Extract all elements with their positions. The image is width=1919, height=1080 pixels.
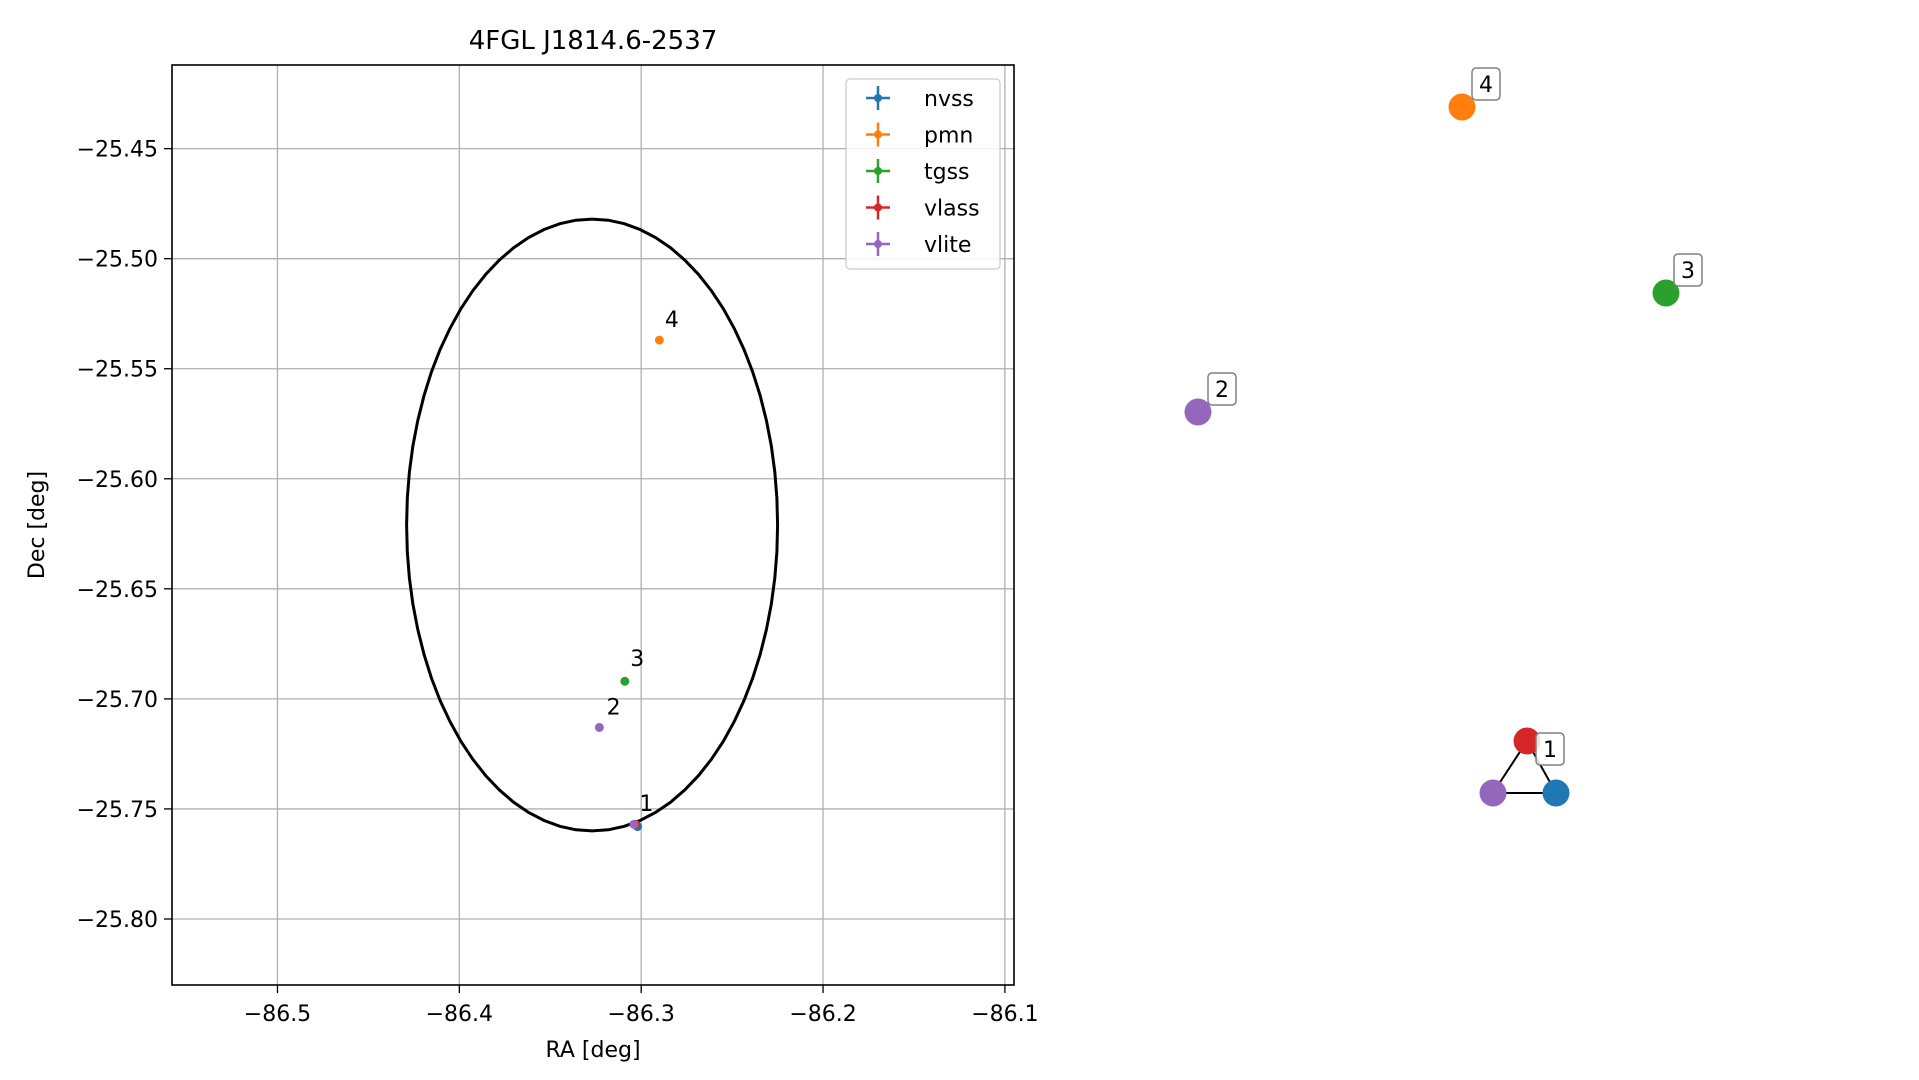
x-axis-label: RA [deg] (545, 1038, 640, 1063)
y-tick-label: −25.80 (77, 908, 158, 933)
y-tick-label: −25.45 (77, 138, 158, 163)
legend-entry-pmn: pmn (866, 122, 973, 149)
legend-label: pmn (924, 124, 973, 149)
y-tick-label: −25.75 (77, 798, 158, 823)
point-label: 2 (607, 695, 621, 720)
points-layer (594, 335, 664, 832)
y-tick-label: −25.65 (77, 578, 158, 603)
legend-marker-dot (874, 130, 882, 139)
node-label-box (1207, 372, 1237, 406)
x-tick-label: −86.3 (607, 1002, 674, 1027)
node-label: 3 (1681, 259, 1695, 284)
network-node (1184, 398, 1212, 426)
node-label: 2 (1215, 378, 1229, 403)
legend-label: nvss (924, 87, 974, 112)
data-point-tgss (620, 676, 630, 686)
legend-box (845, 78, 1001, 270)
y-tick-label: −25.55 (77, 358, 158, 383)
node-label: 1 (1543, 738, 1557, 763)
chart-title: 4FGL J1814.6-2537 (469, 26, 718, 56)
legend-entry-vlass: vlass (866, 195, 980, 222)
y-axis-label: Dec [deg] (25, 471, 50, 579)
legend-marker-dot (874, 167, 882, 175)
legend: nvss pmn tgss vlass vlite (845, 78, 1001, 270)
x-tick-label: −86.4 (426, 1002, 493, 1027)
point-labels: 1 23 4 (607, 308, 679, 817)
y-tick-label: −25.50 (77, 248, 158, 273)
x-tick-label: −86.5 (244, 1002, 311, 1027)
legend-label: vlass (924, 197, 980, 222)
point-label: 1 (639, 792, 653, 817)
data-point-pmn (654, 335, 664, 345)
legend-entry-vlite: vlite (866, 232, 971, 258)
node-label-box (1673, 253, 1703, 287)
network-node (1448, 93, 1476, 121)
legend-entry-tgss: tgss (866, 159, 970, 185)
node-label-box (1535, 732, 1565, 766)
x-tick-label: −86.2 (789, 1002, 856, 1027)
network-node (1479, 779, 1507, 807)
data-point-vlite (594, 722, 604, 732)
data-point-vlite (629, 819, 639, 829)
network-panel: 4 3 2 1 (1184, 67, 1703, 807)
y-tick-label: −25.70 (77, 688, 158, 713)
legend-marker-dot (874, 94, 882, 102)
ellipse-layer (405, 217, 780, 833)
legend-label: vlite (924, 233, 971, 258)
point-label: 3 (630, 647, 644, 672)
point-label: 4 (665, 308, 679, 333)
network-node (1652, 279, 1680, 307)
legend-label: tgss (924, 160, 970, 185)
legend-marker-dot (874, 240, 882, 248)
node-label: 4 (1479, 73, 1493, 98)
network-node (1542, 779, 1570, 807)
y-tick-label: −25.60 (77, 468, 158, 493)
plot-frame (171, 64, 1015, 986)
x-tick-label: −86.1 (971, 1002, 1038, 1027)
legend-marker-dot (874, 203, 882, 212)
node-label-box (1471, 67, 1501, 101)
legend-entry-nvss: nvss (866, 86, 974, 112)
network-node (1513, 727, 1541, 755)
legend-entries: nvss pmn tgss vlass vlite (866, 86, 980, 258)
ticks: −86.5 −86.4 −86.3 −86.2 −86.1 −25.45 −25.50 −25… (77, 138, 1039, 1027)
uncertainty-ellipse (405, 217, 780, 833)
